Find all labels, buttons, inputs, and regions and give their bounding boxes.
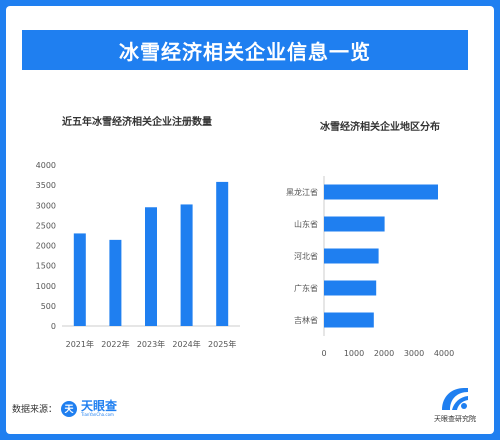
logo-name: 天眼查 (81, 400, 117, 412)
x-tick-label: 1000 (344, 349, 364, 358)
bar-黑龙江省 (324, 185, 438, 200)
tianyancha-logo-icon: 天 (61, 401, 77, 417)
y-tick-label: 吉林省 (294, 315, 318, 325)
x-tick-label: 0 (321, 349, 326, 358)
data-source-label: 数据来源： (12, 402, 57, 415)
bar-广东省 (324, 281, 376, 296)
bar-山东省 (324, 217, 385, 232)
y-tick-label: 河北省 (294, 251, 318, 261)
bar-吉林省 (324, 313, 374, 328)
x-tick-label: 4000 (434, 349, 454, 358)
data-source: 数据来源： 天 天眼查 TianYanCha.com (12, 400, 117, 417)
x-tick-label: 2000 (374, 349, 394, 358)
institute-emblem-icon (438, 384, 472, 412)
x-tick-label: 3000 (404, 349, 424, 358)
institute-badge: 天眼查研究院 (420, 384, 490, 428)
y-tick-label: 山东省 (294, 219, 318, 229)
bar-河北省 (324, 249, 379, 264)
y-tick-label: 黑龙江省 (286, 187, 318, 197)
y-tick-label: 广东省 (294, 283, 318, 293)
institute-name: 天眼查研究院 (434, 414, 476, 424)
logo-url: TianYanCha.com (81, 413, 117, 417)
tianyancha-logo: 天眼查 TianYanCha.com (81, 400, 117, 417)
